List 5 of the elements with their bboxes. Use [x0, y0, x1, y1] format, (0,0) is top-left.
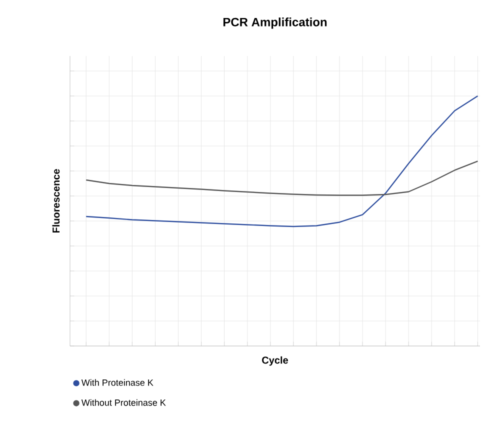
- y-axis-title: Fluorescence: [52, 169, 60, 233]
- chart-title: PCR Amplification: [223, 18, 327, 29]
- legend-label: Without Proteinase K: [81, 399, 166, 406]
- legend-label: With Proteinase K: [81, 379, 154, 386]
- x-axis-title: Cycle: [262, 356, 288, 366]
